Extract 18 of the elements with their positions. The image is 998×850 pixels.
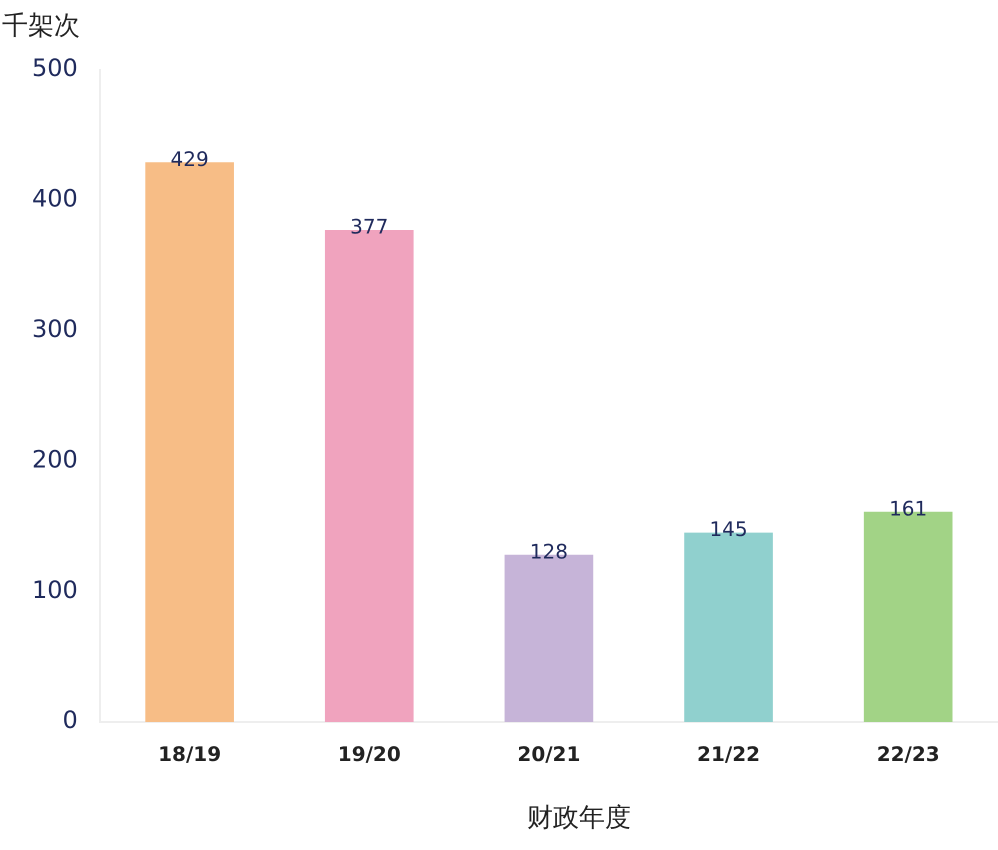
y-tick-label: 0 (62, 706, 78, 734)
data-label: 161 (889, 496, 928, 520)
y-tick-label: 100 (32, 576, 78, 604)
data-label: 128 (530, 539, 568, 564)
y-axis-title: 千架次 (2, 10, 80, 43)
y-tick-label: 400 (32, 184, 78, 213)
y-tick-label: 300 (32, 315, 78, 344)
x-axis-title: 财政年度 (526, 802, 632, 835)
x-tick-label: 19/20 (338, 742, 401, 766)
x-tick-label: 20/21 (517, 742, 580, 766)
data-label: 145 (709, 517, 748, 542)
x-tick-label: 21/22 (697, 742, 760, 766)
data-label: 377 (350, 214, 388, 239)
y-tick-label: 500 (32, 54, 78, 82)
y-tick-label: 200 (32, 445, 78, 474)
x-tick-label: 22/23 (876, 742, 940, 766)
data-label: 429 (170, 146, 209, 171)
x-tick-label: 18/19 (158, 742, 222, 766)
